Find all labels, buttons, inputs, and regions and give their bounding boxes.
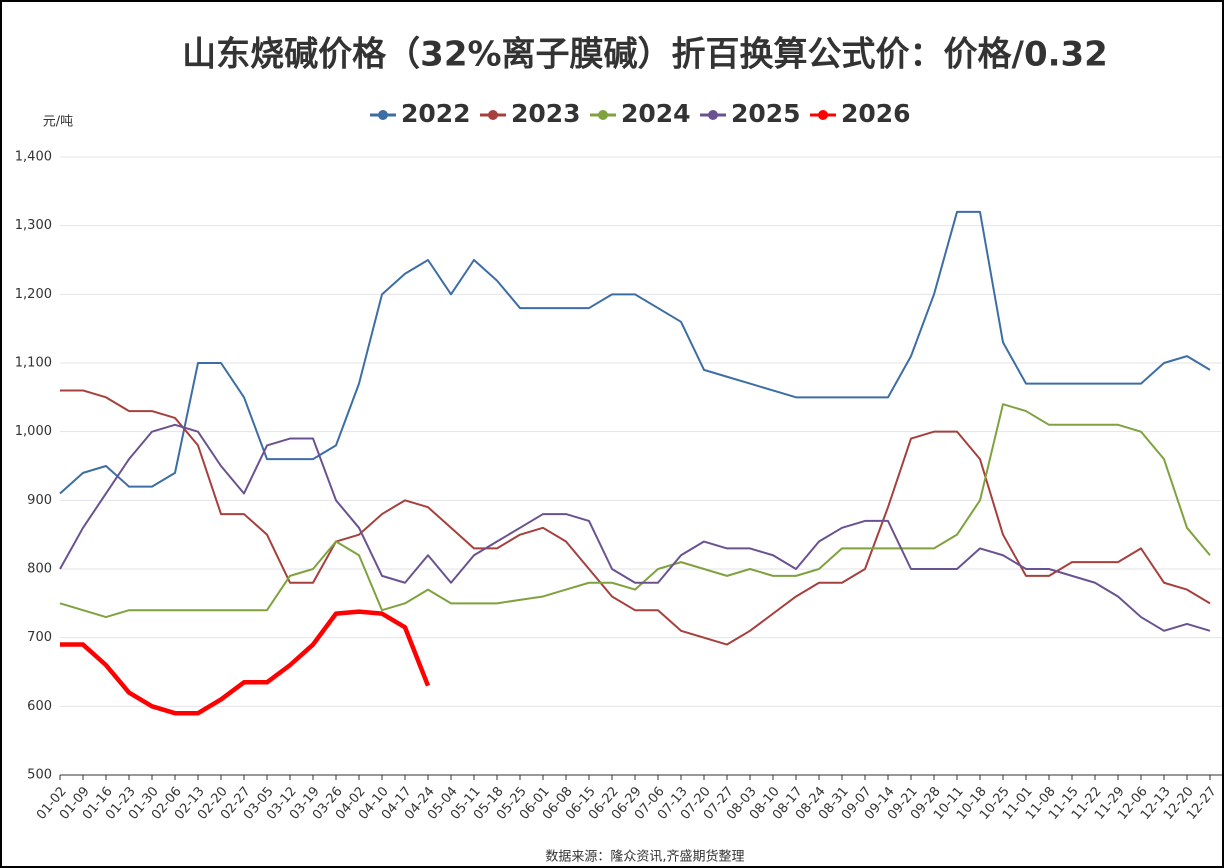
legend-label: 2023 — [511, 99, 581, 128]
y-tick-label: 500 — [27, 768, 52, 783]
y-tick-label: 600 — [27, 699, 52, 714]
series-line — [59, 423, 1211, 632]
y-tick-label: 1,100 — [15, 356, 52, 371]
source: 数据来源：隆众资讯,齐盛期货整理 — [545, 849, 744, 865]
y-tick-label: 900 — [27, 493, 52, 508]
y-unit: 元/吨 — [43, 115, 73, 130]
legend-marker — [598, 110, 608, 120]
series-line — [59, 403, 1211, 619]
chart-title: 山东烧碱价格（32%离子膜碱）折百换算公式价：价格/0.32 — [182, 35, 1108, 75]
legend-marker — [708, 110, 718, 120]
series-line — [60, 389, 1211, 646]
legend-marker — [488, 110, 498, 120]
legend-marker — [818, 110, 828, 120]
y-tick-label: 1,200 — [15, 287, 52, 302]
legend-label: 2024 — [621, 99, 691, 128]
legend-label: 2026 — [841, 99, 911, 128]
y-tick-label: 700 — [27, 630, 52, 645]
y-tick-label: 1,000 — [15, 424, 52, 439]
series-line — [60, 609, 431, 716]
series-line — [59, 210, 1211, 495]
y-tick-label: 800 — [27, 562, 52, 577]
legend-marker — [378, 110, 388, 120]
y-tick-label: 1,300 — [15, 218, 52, 233]
legend-label: 2025 — [731, 99, 801, 128]
y-tick-label: 1,400 — [15, 150, 52, 165]
legend-label: 2022 — [401, 99, 471, 128]
